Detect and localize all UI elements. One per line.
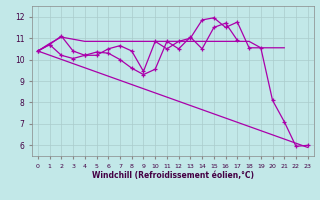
X-axis label: Windchill (Refroidissement éolien,°C): Windchill (Refroidissement éolien,°C) (92, 171, 254, 180)
